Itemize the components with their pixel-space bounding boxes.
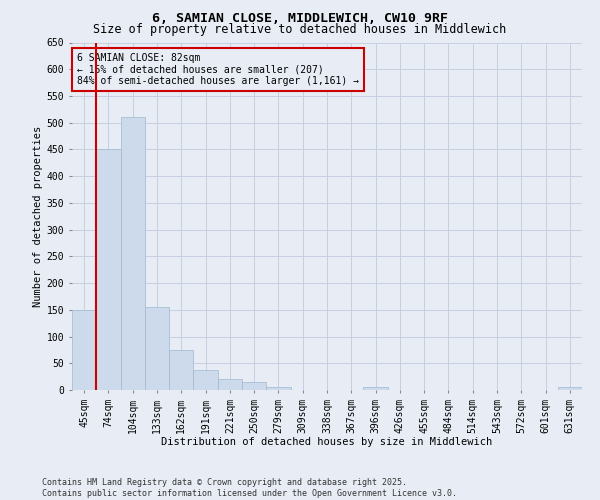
Bar — [193, 370, 218, 390]
Text: Contains HM Land Registry data © Crown copyright and database right 2025.
Contai: Contains HM Land Registry data © Crown c… — [42, 478, 457, 498]
Bar — [169, 350, 193, 390]
Y-axis label: Number of detached properties: Number of detached properties — [32, 126, 43, 307]
Bar — [242, 382, 266, 390]
Text: Size of property relative to detached houses in Middlewich: Size of property relative to detached ho… — [94, 22, 506, 36]
Bar — [558, 388, 582, 390]
Bar — [96, 150, 121, 390]
Text: 6, SAMIAN CLOSE, MIDDLEWICH, CW10 9RF: 6, SAMIAN CLOSE, MIDDLEWICH, CW10 9RF — [152, 12, 448, 26]
Text: 6 SAMIAN CLOSE: 82sqm
← 15% of detached houses are smaller (207)
84% of semi-det: 6 SAMIAN CLOSE: 82sqm ← 15% of detached … — [77, 53, 359, 86]
X-axis label: Distribution of detached houses by size in Middlewich: Distribution of detached houses by size … — [161, 437, 493, 447]
Bar — [72, 310, 96, 390]
Bar — [121, 118, 145, 390]
Bar — [266, 388, 290, 390]
Bar — [218, 380, 242, 390]
Bar — [364, 388, 388, 390]
Bar — [145, 307, 169, 390]
